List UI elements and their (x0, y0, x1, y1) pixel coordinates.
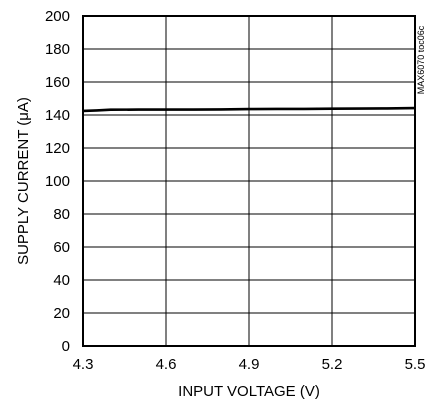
y-axis-ticks: 0 20 40 60 80 100 120 140 160 180 200 (45, 8, 70, 355)
x-axis-title: INPUT VOLTAGE (V) (178, 383, 320, 400)
x-tick-label: 4.3 (73, 356, 94, 373)
plot-frame (82, 15, 416, 347)
x-tick-label: 4.6 (156, 356, 177, 373)
y-tick-label: 60 (53, 239, 70, 256)
x-tick-label: 4.9 (239, 356, 260, 373)
y-tick-label: 100 (45, 173, 70, 190)
y-tick-label: 40 (53, 272, 70, 289)
grid-lines (83, 16, 415, 346)
y-tick-label: 0 (62, 338, 70, 355)
y-tick-label: 180 (45, 41, 70, 58)
y-tick-label: 20 (53, 305, 70, 322)
supply-current-line (82, 106, 416, 113)
y-tick-label: 120 (45, 140, 70, 157)
y-tick-label: 80 (53, 206, 70, 223)
y-tick-label: 140 (45, 107, 70, 124)
x-tick-label: 5.2 (322, 356, 343, 373)
y-axis-title: SUPPLY CURRENT (μA) (15, 97, 32, 265)
x-axis-ticks: 4.3 4.6 4.9 5.2 5.5 (73, 356, 426, 373)
x-tick-label: 5.5 (405, 356, 426, 373)
y-tick-label: 160 (45, 74, 70, 91)
series-group (82, 106, 416, 113)
figure-id-annotation: MAX6070 toc06c (416, 25, 426, 94)
y-tick-label: 200 (45, 8, 70, 25)
